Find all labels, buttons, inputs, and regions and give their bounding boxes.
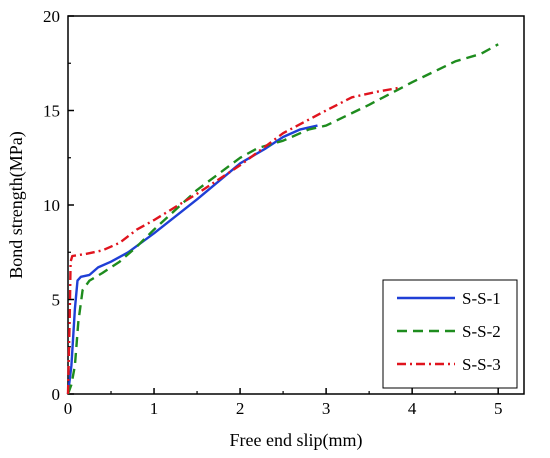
y-tick-label: 5 — [52, 291, 61, 310]
y-tick-label: 10 — [43, 196, 60, 215]
legend: S-S-1 S-S-2 S-S-3 — [382, 279, 518, 389]
legend-label-s-s-3: S-S-3 — [462, 355, 501, 374]
x-axis: 0 1 2 3 4 5 — [64, 388, 503, 418]
y-axis-label: Bond strength(MPa) — [6, 131, 27, 279]
x-tick-label: 2 — [236, 399, 245, 418]
x-tick-label: 3 — [322, 399, 331, 418]
x-tick-label: 1 — [150, 399, 159, 418]
x-axis-label: Free end slip(mm) — [230, 430, 363, 451]
legend-label-s-s-1: S-S-1 — [462, 289, 501, 308]
x-tick-label: 0 — [64, 399, 73, 418]
y-axis: 0 5 10 15 20 — [43, 7, 74, 404]
series-line-s-s-1 — [66, 124, 318, 395]
legend-items: S-S-1 S-S-2 S-S-3 — [397, 289, 501, 374]
y-tick-label: 0 — [52, 385, 61, 404]
y-tick-label: 15 — [43, 102, 60, 121]
y-tick-label: 20 — [43, 7, 60, 26]
x-tick-label: 4 — [408, 399, 417, 418]
series-line-s-s-3 — [66, 86, 400, 395]
series-line-s-s-2 — [66, 43, 499, 395]
x-tick-label: 5 — [494, 399, 503, 418]
legend-label-s-s-2: S-S-2 — [462, 322, 501, 341]
series-lines — [66, 43, 499, 395]
plot-area: 0 1 2 3 4 5 0 5 10 15 20 — [43, 7, 525, 418]
